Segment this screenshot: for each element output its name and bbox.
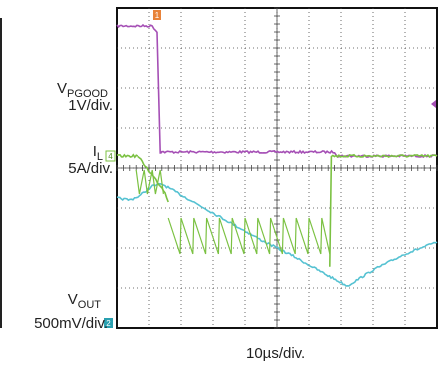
channel-2-marker-box <box>104 318 113 328</box>
trace-channel-4 <box>329 153 438 267</box>
vout-label: VOUT <box>68 292 101 313</box>
channel-2-marker-text: 2 <box>106 319 111 328</box>
il-scale: 5A/div. <box>68 160 113 177</box>
vpgood-scale: 1V/div. <box>68 97 113 114</box>
vpgood-label: VPGOOD <box>57 81 108 102</box>
trigger-level-arrow <box>431 100 436 108</box>
il-label-subscript: L <box>96 151 103 163</box>
vout-label-subscript: OUT <box>77 299 101 311</box>
channel-1-marker: 1 <box>153 10 161 20</box>
trace-channel-2 <box>116 182 438 287</box>
vpgood-label-main: V <box>57 80 68 97</box>
il-label: IL <box>93 144 103 165</box>
vout-label-main: V <box>67 291 78 308</box>
channel-markers: 1 4 2 <box>104 10 436 328</box>
channel-1-marker-text: 1 <box>155 11 160 20</box>
channel-4-marker: 4 <box>105 150 116 162</box>
channel-1-marker-box <box>153 10 161 20</box>
trace-channel-4 <box>116 153 139 159</box>
channel-2-marker: 2 <box>104 318 113 328</box>
il-label-main: I <box>92 143 97 160</box>
plot-traces <box>116 23 438 287</box>
trace-channel-4-ripple <box>167 217 331 255</box>
trace-channel-1 <box>116 23 438 158</box>
trace-channel-4-ripple <box>135 169 164 195</box>
vpgood-label-subscript: PGOOD <box>67 88 108 100</box>
channel-4-marker-text: 4 <box>108 152 113 161</box>
plot-grid <box>116 7 438 329</box>
left-frame-edge <box>0 18 2 328</box>
channel-4-marker-box <box>105 150 116 162</box>
vout-scale: 500mV/div. <box>34 315 108 332</box>
x-axis-label: 10µs/div. <box>246 345 306 362</box>
